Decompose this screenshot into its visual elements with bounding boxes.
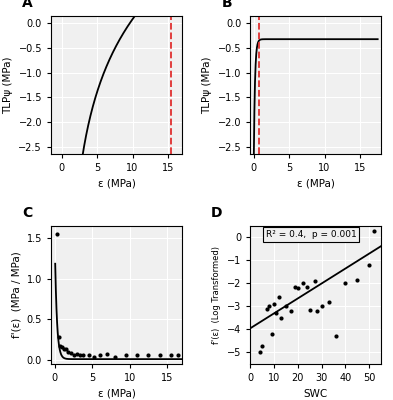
Y-axis label: TLPψ (MPa): TLPψ (MPa)	[202, 56, 212, 114]
Point	[91, 354, 97, 360]
Point	[333, 333, 339, 340]
Point	[273, 310, 279, 316]
Point	[175, 352, 182, 359]
Point	[311, 278, 318, 284]
Point	[304, 284, 310, 290]
Point	[63, 346, 69, 352]
Point	[104, 351, 110, 358]
Point	[134, 352, 140, 359]
Point	[73, 351, 80, 357]
Point	[271, 301, 277, 307]
Point	[326, 299, 332, 305]
Point	[366, 262, 373, 268]
Point	[59, 344, 66, 350]
Point	[371, 227, 377, 234]
X-axis label: ε (MPa): ε (MPa)	[297, 179, 335, 189]
Text: D: D	[211, 206, 222, 220]
X-axis label: ε (MPa): ε (MPa)	[97, 388, 136, 398]
Point	[268, 331, 275, 337]
Point	[292, 284, 299, 290]
Point	[97, 352, 103, 359]
X-axis label: ε (MPa): ε (MPa)	[97, 179, 136, 189]
Point	[123, 352, 129, 358]
Point	[85, 352, 92, 358]
Point	[68, 350, 74, 356]
Y-axis label: TLPψ (MPa): TLPψ (MPa)	[3, 56, 13, 114]
Point	[275, 294, 282, 300]
Point	[278, 315, 284, 321]
Point	[54, 231, 60, 237]
Text: C: C	[22, 206, 33, 220]
Point	[342, 280, 349, 287]
Point	[80, 352, 86, 359]
X-axis label: SWC: SWC	[303, 388, 328, 398]
Point	[266, 303, 272, 310]
Point	[65, 349, 72, 355]
Point	[168, 352, 174, 358]
Point	[61, 345, 67, 352]
Point	[112, 354, 118, 360]
Point	[318, 303, 325, 310]
Point	[156, 352, 163, 359]
Point	[56, 334, 62, 340]
Point	[257, 349, 263, 356]
Point	[354, 277, 360, 283]
Point	[145, 352, 152, 359]
Point	[76, 352, 83, 358]
Point	[307, 307, 313, 313]
Point	[295, 285, 301, 291]
Text: A: A	[22, 0, 33, 10]
Point	[299, 280, 306, 287]
Point	[70, 352, 77, 358]
Point	[314, 308, 320, 314]
Point	[264, 306, 270, 312]
Point	[259, 342, 265, 349]
Text: R² = 0.4,  p = 0.001: R² = 0.4, p = 0.001	[266, 230, 357, 239]
Point	[283, 303, 289, 310]
Point	[57, 343, 64, 349]
Point	[288, 308, 294, 314]
Y-axis label: f'(ε)  (MPa / MPa): f'(ε) (MPa / MPa)	[11, 252, 21, 338]
Y-axis label: f'(ε)  (Log Transformed): f'(ε) (Log Transformed)	[212, 246, 221, 344]
Text: B: B	[221, 0, 232, 10]
